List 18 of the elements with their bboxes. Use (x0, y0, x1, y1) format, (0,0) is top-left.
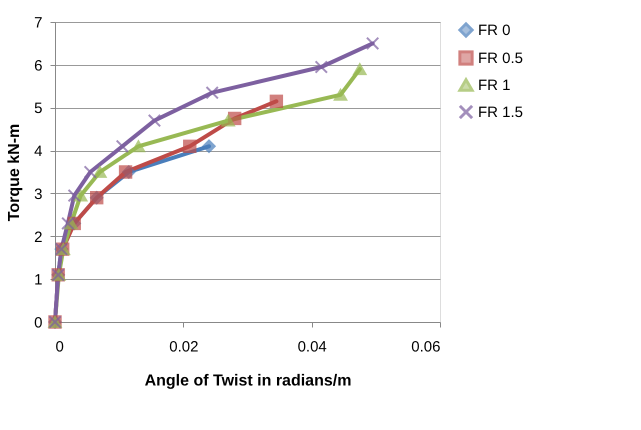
legend-label: FR 1.5 (478, 104, 524, 121)
x-tick-label: 0.06 (411, 338, 440, 356)
x-tick-label: 0 (56, 338, 64, 356)
x-tick-label: 0.04 (298, 338, 327, 356)
x-tick-label: 0.02 (169, 338, 198, 356)
legend-label: FR 0.5 (478, 50, 524, 67)
legend-label: FR 1 (478, 77, 511, 94)
y-axis-title: Torque kN-m (6, 124, 24, 222)
y-tick-label: 6 (34, 57, 42, 74)
x-axis-title: Angle of Twist in radians/m (144, 372, 352, 390)
legend-label: FR 0 (478, 22, 511, 39)
y-tick-label: 1 (34, 272, 42, 289)
y-tick-label: 4 (34, 143, 42, 160)
y-tick-label: 2 (34, 228, 42, 246)
y-tick-label: 7 (34, 14, 42, 32)
y-tick-label: 0 (34, 314, 42, 332)
y-tick-label: 5 (34, 100, 42, 118)
y-tick-label: 3 (34, 186, 42, 203)
